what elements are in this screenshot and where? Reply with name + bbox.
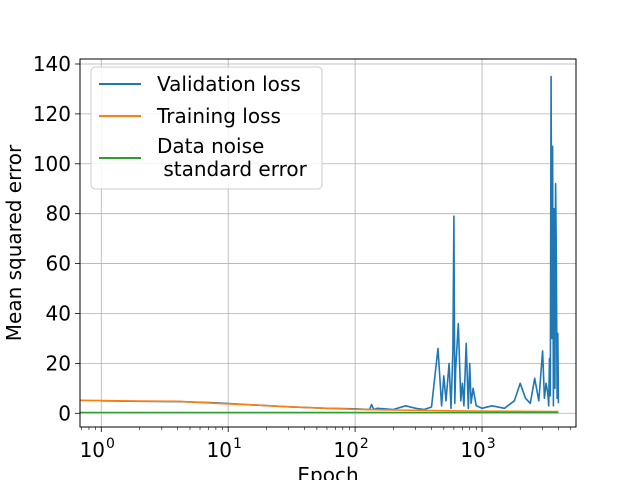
y-tick-label: 140 bbox=[33, 52, 71, 76]
legend-box bbox=[90, 66, 323, 190]
plot-frame bbox=[79, 58, 577, 428]
y-tick-label: 60 bbox=[46, 252, 71, 276]
y-axis-label: Mean squared error bbox=[2, 144, 26, 341]
x-tick-label: 103 bbox=[460, 436, 495, 462]
x-axis-label: Epoch bbox=[297, 463, 358, 480]
series-line-1 bbox=[79, 399, 559, 413]
x-tick-label: 100 bbox=[80, 436, 115, 462]
y-tick-label: 120 bbox=[33, 102, 71, 126]
legend-entry-label: Validation loss bbox=[157, 72, 301, 96]
legend-entry-label: Training loss bbox=[156, 104, 281, 128]
x-tick-label: 101 bbox=[206, 436, 241, 462]
y-tick-label: 100 bbox=[33, 152, 71, 176]
series-layer bbox=[79, 75, 560, 414]
y-tick-label: 80 bbox=[46, 202, 71, 226]
y-tick-label: 0 bbox=[58, 401, 71, 425]
series-line-0 bbox=[101, 75, 560, 411]
legend-entry-label: Data noise standard error bbox=[157, 134, 308, 181]
y-tick-label: 20 bbox=[46, 351, 71, 375]
ticks: 0 20 40 60 80 100 120 140 100 101 102 103 bbox=[33, 52, 572, 462]
y-tick-label: 40 bbox=[46, 301, 71, 325]
legend: Validation loss Training loss Data noise s… bbox=[90, 66, 323, 190]
x-tick-label: 102 bbox=[333, 436, 368, 462]
